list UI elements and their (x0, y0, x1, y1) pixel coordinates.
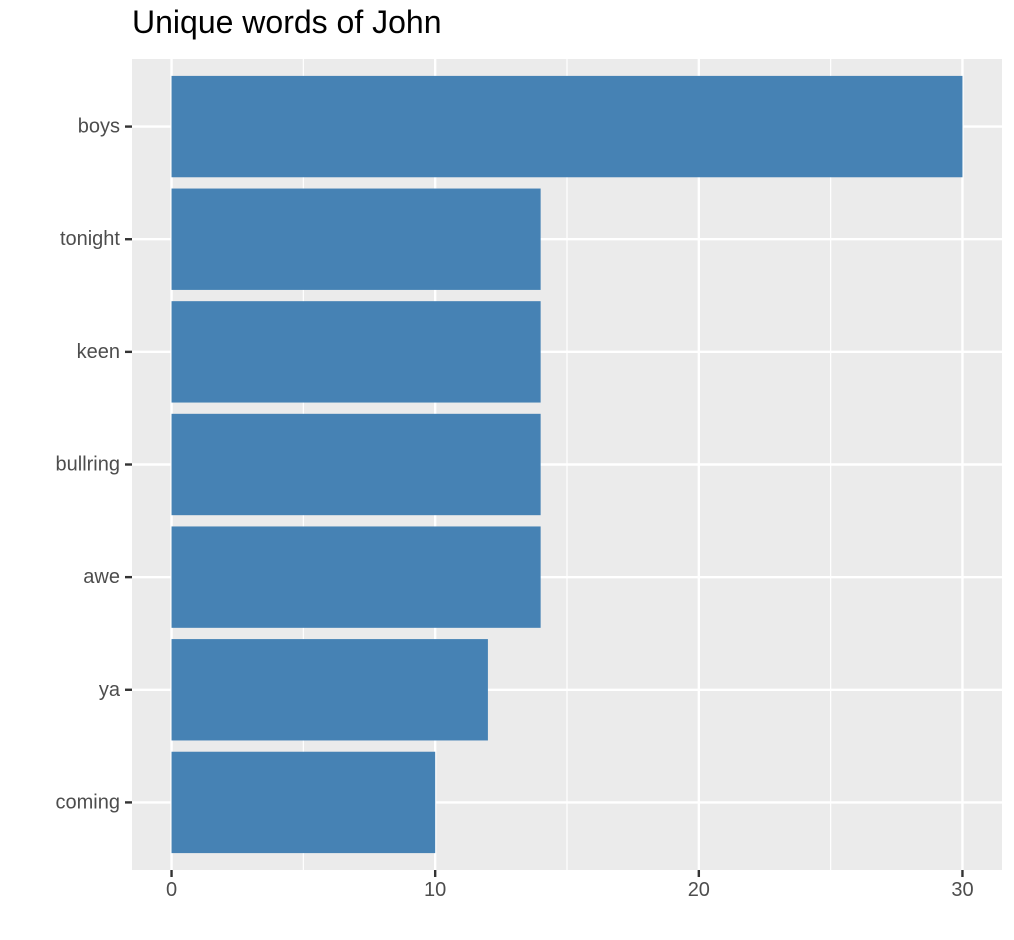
bars (171, 75, 963, 854)
bar-boys (171, 75, 963, 178)
y-tick-label: keen (77, 341, 120, 363)
x-tick-label: 30 (951, 879, 973, 901)
y-tick-label: tonight (60, 228, 120, 250)
y-tick-label: awe (83, 566, 120, 588)
x-tick-label: 20 (688, 879, 710, 901)
y-tick-label: coming (56, 791, 120, 813)
x-tick-label: 10 (424, 879, 446, 901)
x-tick-label: 0 (166, 879, 177, 901)
bar-tonight (171, 188, 541, 290)
chart-title: Unique words of John (132, 4, 442, 40)
y-tick-label: ya (99, 679, 121, 701)
bar-awe (171, 526, 541, 628)
x-axis: 0 10 20 30 (166, 870, 974, 901)
bar-bullring (171, 413, 541, 516)
bar-coming (171, 751, 436, 854)
y-tick-label: boys (78, 116, 120, 138)
bar-ya (171, 639, 488, 741)
y-tick-label: bullring (56, 454, 120, 476)
bar-keen (171, 301, 541, 403)
y-axis: boys tonight keen bullring awe ya coming (56, 116, 132, 813)
